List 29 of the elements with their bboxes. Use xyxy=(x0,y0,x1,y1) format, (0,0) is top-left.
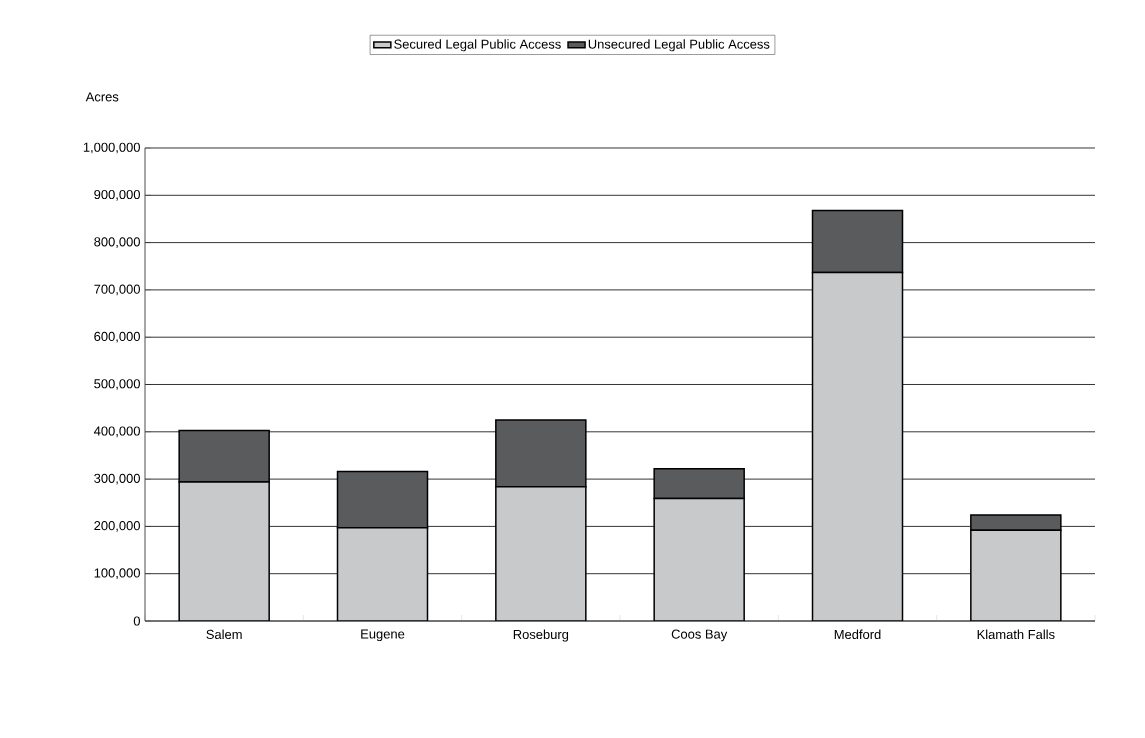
x-tick-label: Klamath Falls xyxy=(977,629,1055,640)
bar xyxy=(811,271,904,621)
y-tick-label: 500,000 xyxy=(94,379,140,390)
x-tick-label: Medford xyxy=(834,629,881,640)
bar xyxy=(178,481,270,621)
bar xyxy=(336,527,429,621)
bar xyxy=(495,485,587,621)
y-tick-label: 300,000 xyxy=(94,473,140,485)
bar xyxy=(336,470,429,529)
bar xyxy=(653,467,745,500)
bar xyxy=(653,497,745,621)
x-tick-label: Coos Bay xyxy=(671,629,728,642)
y-tick-label: 400,000 xyxy=(93,426,140,438)
bar xyxy=(495,419,587,488)
legend-label: Unsecured Legal Public Access xyxy=(588,39,770,52)
y-tick-label: 900,000 xyxy=(94,189,140,201)
y-axis-title: Acres xyxy=(85,92,119,102)
x-tick-label: Roseburg xyxy=(513,629,569,642)
bar xyxy=(970,529,1062,621)
y-tick-label: 0 xyxy=(133,616,140,626)
y-tick-label: 100,000 xyxy=(94,568,140,580)
y-tick-label: 700,000 xyxy=(94,284,140,296)
legend-label: Secured Legal Public Access xyxy=(394,39,561,52)
x-tick-label: Salem xyxy=(206,629,242,640)
y-tick-label: 800,000 xyxy=(94,237,140,248)
y-tick-label: 1,000,000 xyxy=(83,142,140,154)
x-tick-label: Eugene xyxy=(361,629,405,642)
y-tick-label: 200,000 xyxy=(94,521,140,532)
y-tick-label: 600,000 xyxy=(94,331,140,343)
